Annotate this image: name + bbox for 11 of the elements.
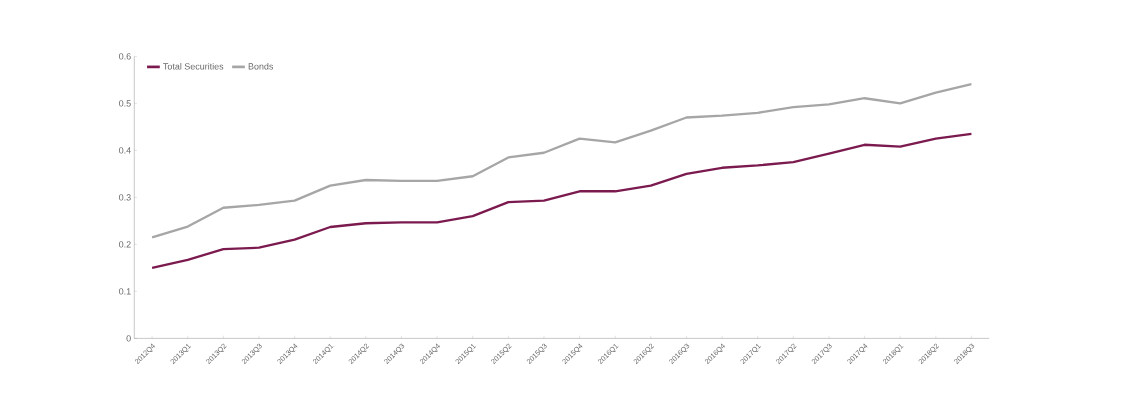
legend-label: Bonds xyxy=(248,63,274,70)
y-tick-label: 0 xyxy=(126,335,131,342)
y-tick-label: 0.3 xyxy=(119,194,131,201)
legend-label: Total Securities xyxy=(163,63,224,70)
y-tick-label: 0.6 xyxy=(119,53,131,60)
line-series xyxy=(150,133,973,270)
y-tick-label: 0.5 xyxy=(119,100,131,107)
y-tick-label: 0.1 xyxy=(119,288,131,295)
y-tick-label: 0.2 xyxy=(119,241,131,248)
y-tick-label: 0.4 xyxy=(119,147,131,154)
line-series xyxy=(150,83,973,239)
